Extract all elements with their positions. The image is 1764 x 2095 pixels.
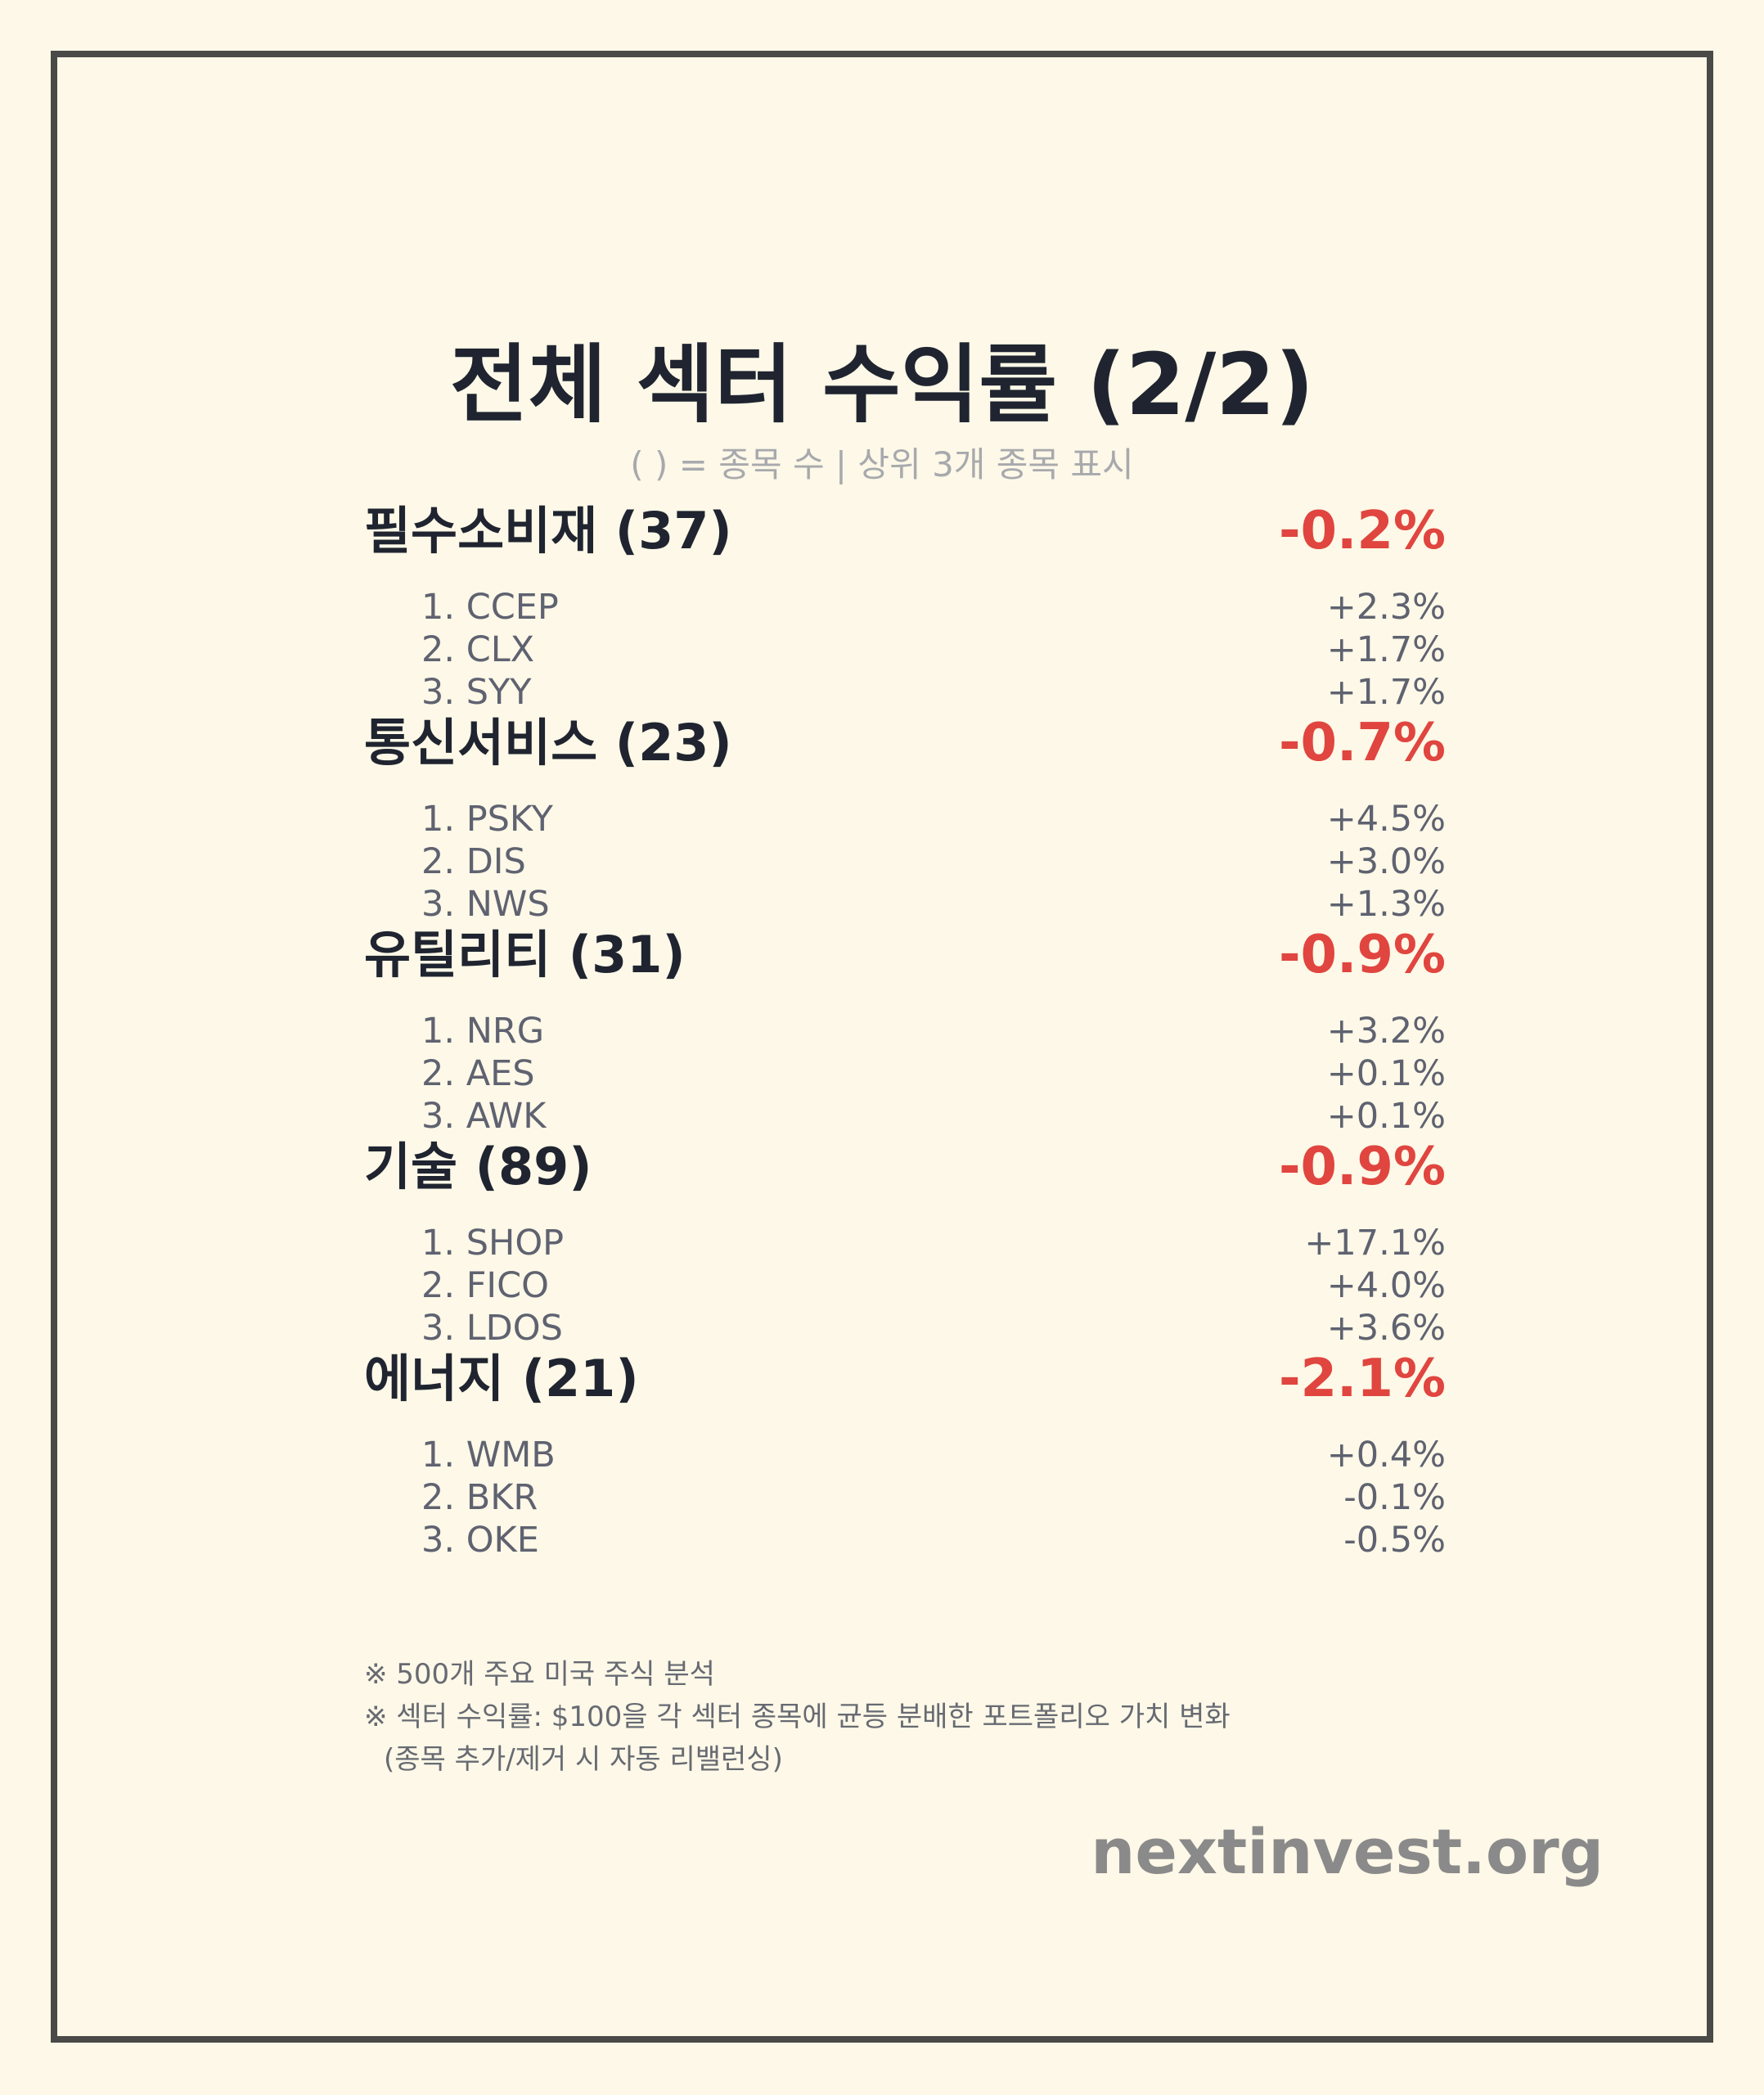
sector-name: 에너지 (21) (364, 1349, 639, 1408)
sector-return: -0.2% (1278, 501, 1446, 561)
stock-row: 1. NRG +3.2% (364, 1010, 1446, 1052)
stock-row: 2. CLX +1.7% (364, 628, 1446, 671)
sector-block: 필수소비재 (37) -0.2% 1. CCEP +2.3% 2. CLX +1… (364, 494, 1446, 714)
stock-label: 1. NRG (421, 1011, 545, 1052)
footnotes: ※ 500개 주요 미국 주식 분석 ※ 섹터 수익률: $100을 각 섹터 … (364, 1653, 1231, 1781)
stock-label: 1. CCEP (421, 587, 559, 628)
page-subtitle: ( ) = 종목 수 | 상위 3개 종목 표시 (630, 444, 1134, 484)
sector-name: 기술 (89) (364, 1137, 592, 1196)
page-title: 전체 섹터 수익률 (2/2) (449, 335, 1315, 435)
stock-label: 1. WMB (421, 1435, 556, 1476)
stock-label: 1. SHOP (421, 1223, 565, 1264)
footnote: ※ 500개 주요 미국 주식 분석 (364, 1658, 715, 1691)
stock-return: +0.1% (1326, 1096, 1446, 1137)
stock-return: +1.7% (1326, 629, 1446, 670)
top-stock-list: 1. NRG +3.2% 2. AES +0.1% 3. AWK +0.1% (364, 1010, 1446, 1138)
sector-block: 에너지 (21) -2.1% 1. WMB +0.4% 2. BKR -0.1%… (364, 1342, 1446, 1561)
stock-return: +1.3% (1326, 884, 1446, 925)
stock-return: +0.4% (1326, 1435, 1446, 1476)
sector-header: 에너지 (21) -2.1% (364, 1342, 1446, 1416)
stock-return: +4.0% (1326, 1265, 1446, 1306)
stock-row: 3. LDOS +3.6% (364, 1307, 1446, 1349)
sector-header: 통신서비스 (23) -0.7% (364, 706, 1446, 780)
top-stock-list: 1. WMB +0.4% 2. BKR -0.1% 3. OKE -0.5% (364, 1434, 1446, 1561)
sector-block: 기술 (89) -0.9% 1. SHOP +17.1% 2. FICO +4.… (364, 1130, 1446, 1349)
sector-return: -0.9% (1278, 1137, 1446, 1197)
sector-return: -0.7% (1278, 713, 1446, 773)
stock-return: +1.7% (1326, 672, 1446, 713)
stock-row: 1. WMB +0.4% (364, 1434, 1446, 1476)
stock-return: +4.5% (1326, 799, 1446, 840)
stock-label: 2. FICO (421, 1265, 549, 1306)
stock-label: 3. NWS (421, 884, 550, 925)
stock-row: 2. AES +0.1% (364, 1052, 1446, 1095)
stock-label: 3. OKE (421, 1520, 539, 1561)
sector-header: 유틸리티 (31) -0.9% (364, 918, 1446, 992)
stock-return: +3.6% (1326, 1308, 1446, 1349)
stock-return: +3.2% (1326, 1011, 1446, 1052)
sector-name: 통신서비스 (23) (364, 713, 732, 773)
stock-label: 1. PSKY (421, 799, 553, 840)
page-frame (51, 51, 1713, 2043)
stock-row: 3. SYY +1.7% (364, 671, 1446, 714)
stock-label: 2. DIS (421, 841, 526, 882)
sector-block: 유틸리티 (31) -0.9% 1. NRG +3.2% 2. AES +0.1… (364, 918, 1446, 1138)
stock-row: 2. BKR -0.1% (364, 1476, 1446, 1519)
stock-row: 3. AWK +0.1% (364, 1095, 1446, 1138)
stock-label: 3. AWK (421, 1096, 547, 1137)
stock-return: -0.1% (1343, 1477, 1446, 1518)
stock-label: 2. BKR (421, 1477, 538, 1518)
stock-label: 3. LDOS (421, 1308, 563, 1349)
stock-row: 3. NWS +1.3% (364, 883, 1446, 926)
sector-return: -2.1% (1278, 1349, 1446, 1409)
stock-return: +2.3% (1326, 587, 1446, 628)
stock-return: +3.0% (1326, 841, 1446, 882)
top-stock-list: 1. CCEP +2.3% 2. CLX +1.7% 3. SYY +1.7% (364, 586, 1446, 714)
stock-row: 1. SHOP +17.1% (364, 1222, 1446, 1264)
sector-name: 필수소비재 (37) (364, 501, 732, 561)
stock-row: 2. DIS +3.0% (364, 840, 1446, 883)
stock-row: 2. FICO +4.0% (364, 1264, 1446, 1307)
sector-header: 기술 (89) -0.9% (364, 1130, 1446, 1204)
top-stock-list: 1. PSKY +4.5% 2. DIS +3.0% 3. NWS +1.3% (364, 798, 1446, 926)
sector-block: 통신서비스 (23) -0.7% 1. PSKY +4.5% 2. DIS +3… (364, 706, 1446, 926)
sector-header: 필수소비재 (37) -0.2% (364, 494, 1446, 568)
top-stock-list: 1. SHOP +17.1% 2. FICO +4.0% 3. LDOS +3.… (364, 1222, 1446, 1349)
footnote: (종목 추가/제거 시 자동 리밸런싱) (384, 1743, 783, 1776)
sector-name: 유틸리티 (31) (364, 925, 686, 984)
stock-row: 1. CCEP +2.3% (364, 586, 1446, 628)
stock-label: 3. SYY (421, 672, 532, 713)
stock-return: +17.1% (1304, 1223, 1446, 1264)
stock-return: -0.5% (1343, 1520, 1446, 1561)
brand-watermark: nextinvest.org (1091, 1815, 1604, 1888)
stock-label: 2. CLX (421, 629, 535, 670)
stock-row: 1. PSKY +4.5% (364, 798, 1446, 840)
stock-label: 2. AES (421, 1053, 535, 1094)
stock-return: +0.1% (1326, 1053, 1446, 1094)
footnote: ※ 섹터 수익률: $100을 각 섹터 종목에 균등 분배한 포트폴리오 가치… (364, 1701, 1231, 1733)
stock-row: 3. OKE -0.5% (364, 1519, 1446, 1561)
sector-return: -0.9% (1278, 925, 1446, 985)
